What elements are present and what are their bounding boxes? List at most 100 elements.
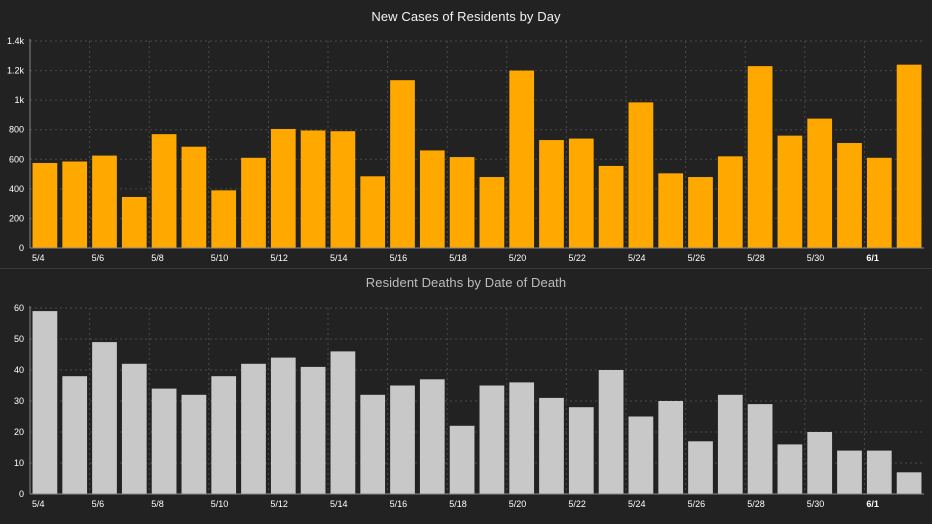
- bar-5-11[interactable]: [241, 157, 266, 248]
- bar-5-17[interactable]: [419, 150, 445, 248]
- bar-5-27[interactable]: [717, 156, 743, 248]
- x-tick-label: 5/22: [568, 499, 586, 509]
- bar-5-7[interactable]: [121, 196, 147, 248]
- bar-5-28[interactable]: [747, 66, 773, 248]
- x-tick-label: 5/16: [390, 499, 408, 509]
- y-tick-label: 0: [19, 243, 24, 253]
- bar-5-27[interactable]: [717, 394, 743, 494]
- y-tick-label: 10: [14, 458, 24, 468]
- x-tick-label: 5/30: [807, 499, 825, 509]
- bar-5-21[interactable]: [539, 140, 564, 248]
- x-tick-label: 5/8: [151, 253, 164, 263]
- bar-5-13[interactable]: [300, 366, 326, 494]
- bar-5-6[interactable]: [92, 342, 117, 494]
- y-tick-label: 600: [9, 154, 24, 164]
- bar-5-26[interactable]: [688, 177, 713, 248]
- bar-5-8[interactable]: [151, 134, 177, 248]
- bar-5-29[interactable]: [777, 444, 803, 494]
- bar-5-5[interactable]: [62, 376, 88, 494]
- x-tick-label: 5/14: [330, 253, 348, 263]
- bar-5-23[interactable]: [598, 370, 624, 494]
- bar-5-9[interactable]: [181, 146, 207, 248]
- bar-5-24[interactable]: [628, 102, 654, 248]
- bar-5-10[interactable]: [211, 376, 237, 494]
- y-tick-label: 20: [14, 427, 24, 437]
- bar-5-19[interactable]: [479, 177, 505, 248]
- y-tick-label: 30: [14, 396, 24, 406]
- bar-5-15[interactable]: [360, 394, 386, 494]
- x-tick-label: 5/26: [688, 499, 706, 509]
- cases-chart-panel: New Cases of Residents by Day 0 200 400 600…: [7, 9, 924, 263]
- x-tick-label: 5/12: [270, 499, 288, 509]
- bar-5-14[interactable]: [330, 351, 356, 494]
- bar-5-24[interactable]: [628, 416, 654, 495]
- bar-5-18[interactable]: [449, 425, 475, 494]
- bar-5-15[interactable]: [360, 176, 386, 248]
- bar-5-30[interactable]: [807, 432, 833, 494]
- bar-5-26[interactable]: [688, 441, 713, 494]
- bar-5-11[interactable]: [241, 363, 266, 494]
- bar-5-14[interactable]: [330, 131, 356, 248]
- x-tick-label: 5/26: [688, 253, 706, 263]
- bar-6-1[interactable]: [866, 157, 892, 248]
- bar-5-20[interactable]: [509, 70, 535, 248]
- bar-5-28[interactable]: [747, 404, 773, 494]
- x-tick-label: 5/24: [628, 253, 646, 263]
- bar-5-6[interactable]: [92, 155, 117, 248]
- bar-5-30[interactable]: [807, 118, 833, 248]
- bar-5-4[interactable]: [32, 162, 58, 248]
- bar-6-2[interactable]: [896, 472, 922, 494]
- panel-divider: [0, 268, 932, 269]
- x-tick-label: 5/18: [449, 499, 467, 509]
- bar-5-31[interactable]: [837, 143, 862, 248]
- bar-5-9[interactable]: [181, 394, 207, 494]
- x-tick-label: 5/6: [92, 499, 105, 509]
- y-tick-label: 60: [14, 303, 24, 313]
- x-tick-label: 5/4: [32, 499, 45, 509]
- cases-chart: 0 200 400 600 800 1k 1.2k 1.4k 5/4 5/6 5/8 5/10 5/12…: [7, 36, 924, 263]
- bar-5-16[interactable]: [390, 80, 415, 248]
- x-tick-label: 5/30: [807, 253, 825, 263]
- bar-5-7[interactable]: [121, 363, 147, 494]
- x-tick-label: 5/10: [211, 253, 229, 263]
- bar-5-13[interactable]: [300, 130, 326, 248]
- bar-5-12[interactable]: [270, 128, 296, 248]
- bar-6-2[interactable]: [896, 64, 922, 249]
- bar-5-12[interactable]: [270, 357, 296, 494]
- x-tick-label: 5/20: [509, 499, 527, 509]
- bar-5-23[interactable]: [598, 165, 624, 248]
- bar-5-5[interactable]: [62, 161, 88, 248]
- y-tick-label: 400: [9, 184, 24, 194]
- bar-5-22[interactable]: [568, 138, 594, 248]
- bar-5-25[interactable]: [658, 173, 684, 248]
- bar-5-25[interactable]: [658, 401, 684, 494]
- deaths-chart-panel: Resident Deaths by Date of Death 0 10 20 30…: [0, 269, 932, 524]
- x-tick-label: 5/14: [330, 499, 348, 509]
- bar-5-18[interactable]: [449, 157, 475, 248]
- cases-chart-title: New Cases of Residents by Day: [371, 9, 561, 24]
- x-tick-label: 5/6: [92, 253, 105, 263]
- x-tick-label: 5/20: [509, 253, 527, 263]
- bar-5-20[interactable]: [509, 382, 535, 494]
- bar-5-29[interactable]: [777, 135, 803, 248]
- bar-6-1[interactable]: [866, 450, 892, 494]
- y-tick-label: 0: [19, 489, 24, 499]
- deaths-chart-title: Resident Deaths by Date of Death: [365, 275, 567, 290]
- bar-5-4[interactable]: [32, 311, 58, 494]
- x-tick-label: 5/18: [449, 253, 467, 263]
- x-tick-label: 5/8: [151, 499, 164, 509]
- x-tick-label: 5/28: [747, 499, 765, 509]
- x-tick-label: 5/16: [390, 253, 408, 263]
- y-tick-label: 1.2k: [7, 66, 25, 76]
- bar-5-21[interactable]: [539, 397, 564, 494]
- bar-5-17[interactable]: [419, 379, 445, 494]
- bar-5-10[interactable]: [211, 190, 237, 248]
- y-tick-label: 200: [9, 213, 24, 223]
- bar-5-19[interactable]: [479, 385, 505, 495]
- bar-5-31[interactable]: [837, 450, 862, 494]
- bar-5-22[interactable]: [568, 407, 594, 494]
- bar-5-16[interactable]: [390, 385, 415, 495]
- bar-5-8[interactable]: [151, 388, 177, 494]
- deaths-chart: 0 10 20 30 40 50 60 5/4 5/6 5/8 5/10 5/12 5/14 5/16 5/…: [14, 303, 924, 509]
